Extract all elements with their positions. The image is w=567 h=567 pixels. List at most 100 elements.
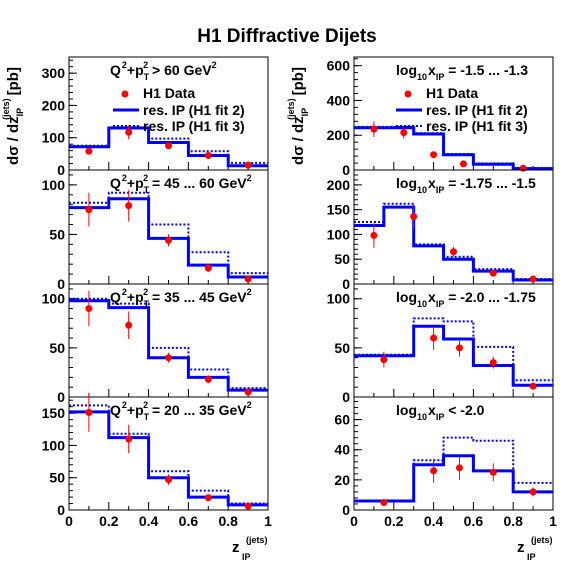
panel-label-part: 2 [143, 60, 148, 70]
data-point [165, 236, 172, 244]
series-fit2-line [354, 454, 553, 503]
x-axis-label-left-sup: (jets) [246, 535, 268, 545]
legend-data-label: H1 Data [426, 85, 478, 101]
x-tick-label: 0 [350, 513, 358, 529]
y-tick-label: 100 [327, 226, 351, 242]
panel-label-part: 2 [122, 287, 127, 297]
y-axis-label-left-sup: (jets) [1, 98, 11, 120]
data-point [204, 494, 212, 502]
panel-label-part: = 20 ... 35 GeV [148, 402, 247, 418]
data-point [85, 206, 93, 214]
data-point [380, 498, 388, 506]
data-point [125, 128, 133, 136]
y-tick-label: 0 [342, 389, 350, 405]
x-tick-label: 0.2 [99, 513, 119, 529]
y-tick-label: 200 [42, 97, 66, 113]
panel-label-part: +p [127, 175, 144, 191]
panel-label-part: T [144, 185, 150, 195]
panel-label: log10xIP < -2.0 [396, 402, 485, 422]
x-tick-label: 1 [264, 513, 272, 529]
data-point [529, 382, 537, 390]
panel-label-part: x [428, 62, 436, 78]
panel-label-part: = 45 ... 60 GeV [148, 175, 247, 191]
y-tick-label: 300 [42, 65, 66, 81]
series-fit2-line [354, 205, 553, 282]
data-point [165, 142, 172, 150]
panel-label-part: = -2.0 ... -1.75 [444, 289, 536, 305]
panel-label-part: 2 [122, 400, 127, 410]
panel-label-part: Q [110, 62, 121, 78]
panel-label-part: Q [110, 175, 121, 191]
y-tick-label: 60 [334, 412, 350, 428]
panel-label-part: IP [436, 299, 445, 309]
series-fit3-line [69, 191, 268, 275]
panel-label: Q2+pT2 = 20 ... 35 GeV2 [110, 400, 252, 422]
y-axis-label-left-sub: IP [15, 108, 25, 117]
panel-label: log10xIP = -1.75 ... -1.5 [396, 175, 536, 195]
panel-label-part: +p [127, 62, 144, 78]
panel-label-part: 2 [122, 60, 127, 70]
data-point [165, 354, 172, 362]
legend-fit3-label: res. IP (H1 fit 3) [426, 118, 528, 134]
panel-label-part: 10 [417, 185, 427, 195]
y-tick-label: 50 [334, 340, 350, 356]
data-point [85, 305, 93, 313]
data-point [370, 125, 378, 133]
panel-label-part: 2 [247, 173, 252, 183]
panel-label-part: 2 [122, 173, 127, 183]
y-tick-label: 0 [57, 162, 65, 178]
data-point [125, 202, 133, 210]
panel-label-part: T [144, 72, 150, 82]
x-tick-label: 0.6 [464, 513, 484, 529]
data-point [204, 375, 212, 383]
panel-label-part: 2 [212, 60, 217, 70]
y-tick-label: 100 [42, 437, 66, 453]
y-tick-label: 100 [42, 291, 66, 307]
y-tick-label: 50 [49, 226, 65, 242]
x-axis-label-right-main: z [517, 539, 525, 556]
series-fit2-line [354, 324, 553, 387]
x-tick-label: 0.2 [384, 513, 404, 529]
y-tick-label: 50 [49, 470, 65, 486]
series-fit2-line [354, 126, 553, 171]
y-tick-label: 150 [327, 202, 351, 218]
panel-label-part: 2 [247, 287, 252, 297]
x-axis-label-left: z IP (jets) [232, 535, 268, 562]
x-tick-label: 0.6 [179, 513, 199, 529]
x-tick-label: 0.4 [139, 513, 159, 529]
x-axis-label-right: z IP (jets) [517, 535, 553, 562]
data-point [370, 231, 378, 239]
x-axis-label-right-sup: (jets) [531, 535, 553, 545]
data-point [400, 129, 408, 137]
x-axis-label-left-sub: IP [242, 552, 251, 562]
data-point [244, 388, 252, 396]
panel-label-part: 10 [417, 72, 427, 82]
figure-title: H1 Diffractive Dijets [197, 26, 377, 47]
data-point [459, 160, 467, 168]
data-point [489, 468, 497, 476]
panel-label-part: = 35 ... 45 GeV [148, 289, 247, 305]
y-tick-label: 100 [42, 177, 66, 193]
y-axis-label-right-unit: [pb] [290, 67, 307, 95]
panel-label: log10xIP = -1.5 ... -1.3 [396, 62, 528, 82]
series-fit3-line [354, 317, 553, 382]
panel-label-part: x [428, 175, 436, 191]
panel-label-part: Q [110, 402, 121, 418]
y-axis-label-right-sup: (jets) [286, 98, 296, 120]
y-tick-label: 200 [327, 127, 351, 143]
data-point [489, 359, 497, 367]
panel-R1: 0 200 400 600 log10xIP = -1.5 ... -1.3 H1 Dat… [327, 56, 554, 178]
series-fit2-line [69, 410, 268, 507]
series-fit3-line [69, 297, 268, 390]
data-point [529, 488, 537, 496]
panel-label-part: T [144, 412, 150, 422]
data-point [125, 321, 133, 329]
panel-label-part: 10 [417, 412, 427, 422]
legend-fit3-label: res. IP (H1 fit 3) [143, 118, 245, 134]
x-axis-label-right-sub: IP [527, 552, 536, 562]
panel-R4: 0 20 40 60 0 0.2 0.4 0.6 0.8 1 log10xIP < -2.0 [334, 396, 557, 529]
data-point [455, 344, 463, 352]
x-tick-label: 1 [549, 513, 557, 529]
